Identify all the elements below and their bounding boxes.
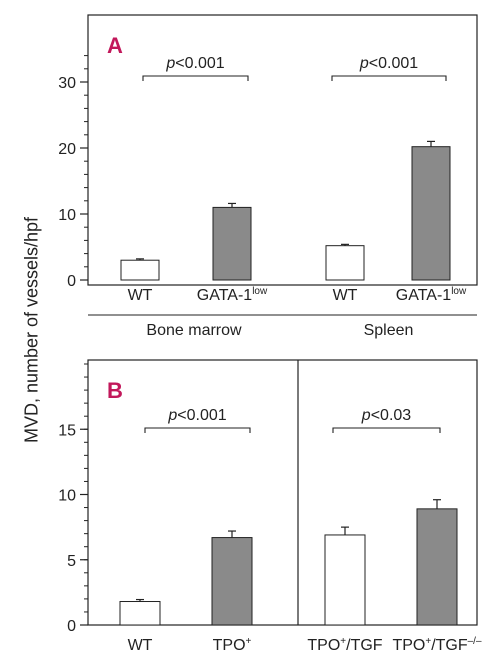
bar <box>416 508 458 626</box>
bar <box>120 259 160 281</box>
significance-bracket <box>331 75 447 81</box>
significance-bracket <box>142 75 249 81</box>
p-value: <0.001 <box>175 55 224 72</box>
y-tick-label: 5 <box>67 553 76 570</box>
y-tick-label: 0 <box>67 273 76 290</box>
y-axis-label-text: MVD, number of vessels/hpf <box>21 216 42 444</box>
category-suffix: /TGF <box>346 637 383 654</box>
category-suffix: /TGF <box>431 637 468 654</box>
category-superscript: + <box>425 636 431 647</box>
panel-label: A <box>107 33 123 58</box>
p-value: <0.001 <box>369 55 418 72</box>
category-text: TPO <box>307 637 340 654</box>
x-category-label: TPO+ <box>213 636 252 654</box>
y-tick-label: 15 <box>58 422 76 439</box>
category-superscript: low <box>252 286 268 297</box>
category-superscript: + <box>246 636 252 647</box>
category-suffix-superscript: –/– <box>468 636 482 647</box>
category-superscript: low <box>451 286 467 297</box>
bar <box>324 534 366 626</box>
bar <box>211 537 253 626</box>
category-text: GATA-1 <box>396 287 452 304</box>
x-category-label: TPO+/TGF <box>307 636 382 654</box>
p-value: <0.001 <box>177 407 226 424</box>
y-tick-label: 0 <box>67 618 76 635</box>
p-italic: p <box>361 407 371 424</box>
significance-bracket <box>332 427 441 433</box>
p-italic: p <box>167 407 177 424</box>
category-superscript: + <box>340 636 346 647</box>
category-text: TPO <box>392 637 425 654</box>
p-italic: p <box>165 55 175 72</box>
category-text: TPO <box>213 637 246 654</box>
x-category-label: WT <box>128 637 153 654</box>
y-tick-label: 10 <box>58 488 76 505</box>
y-tick-label: 30 <box>58 75 76 92</box>
x-category-label: TPO+/TGF–/– <box>392 636 482 654</box>
category-text: WT <box>333 287 358 304</box>
panel-label: B <box>107 378 123 403</box>
p-value: <0.03 <box>371 407 412 424</box>
bar <box>119 601 161 626</box>
x-category-label: WT <box>128 287 153 304</box>
y-tick-label: 20 <box>58 141 76 158</box>
bar <box>411 146 451 281</box>
significance-label: p<0.03 <box>361 407 411 424</box>
bar <box>325 245 365 281</box>
significance-label: p<0.001 <box>359 55 418 72</box>
y-tick-label: 10 <box>58 207 76 224</box>
category-text: GATA-1 <box>197 287 253 304</box>
x-category-label: WT <box>333 287 358 304</box>
category-text: WT <box>128 637 153 654</box>
panel-frame <box>87 359 478 626</box>
bar <box>212 206 252 281</box>
x-category-label: GATA-1low <box>197 286 268 304</box>
x-category-label: GATA-1low <box>396 286 467 304</box>
group-label: Spleen <box>364 322 414 339</box>
significance-label: p<0.001 <box>167 407 226 424</box>
category-text: WT <box>128 287 153 304</box>
group-label: Bone marrow <box>146 322 242 339</box>
significance-label: p<0.001 <box>165 55 224 72</box>
significance-bracket <box>144 427 251 433</box>
panel-frame <box>87 14 478 286</box>
p-italic: p <box>359 55 369 72</box>
